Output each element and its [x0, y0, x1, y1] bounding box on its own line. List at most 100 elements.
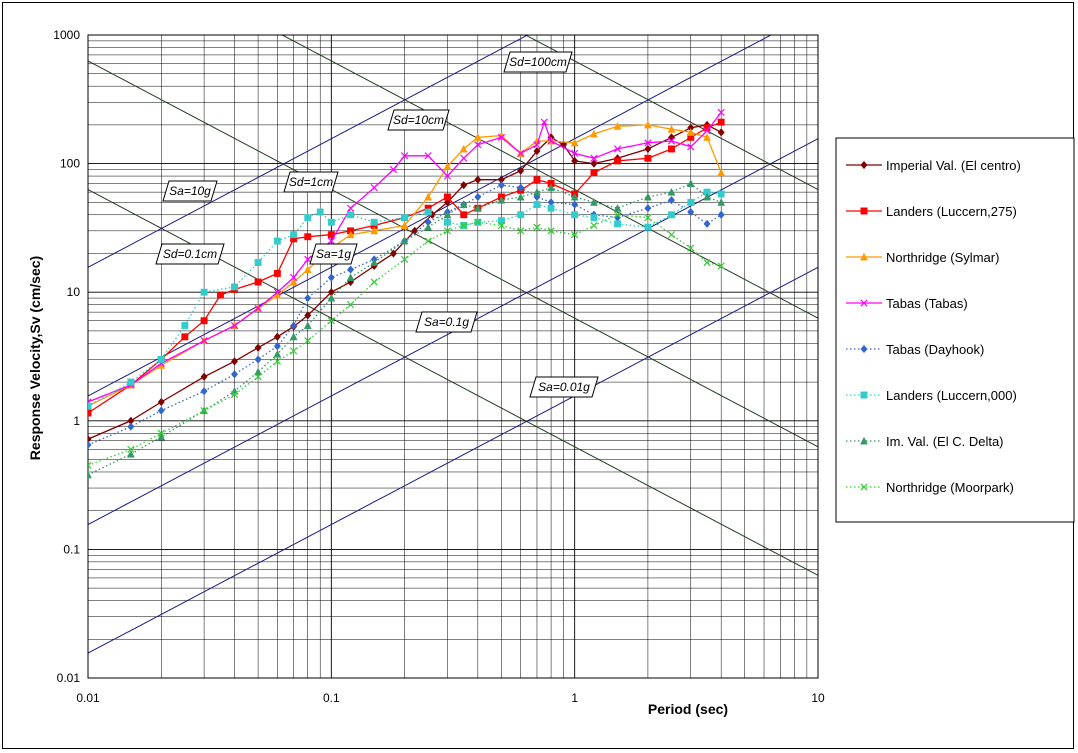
- data-point: [718, 169, 725, 176]
- data-point: [668, 146, 674, 152]
- reference-line-label: Sa=10g: [163, 181, 217, 201]
- reference-line-label: Sd=100cm: [504, 52, 572, 72]
- data-point: [201, 318, 207, 324]
- data-point: [182, 322, 188, 328]
- data-point: [158, 433, 165, 440]
- y-tick-label: 1: [73, 414, 80, 428]
- y-tick-label: 1000: [53, 28, 80, 42]
- data-point: [182, 334, 188, 340]
- data-point: [85, 441, 91, 449]
- data-point: [347, 205, 353, 211]
- data-point: [158, 407, 164, 415]
- y-axis-title: Response Velocity,Sv (cm/sec): [27, 256, 43, 460]
- data-point: [517, 193, 524, 200]
- reference-line-label-text: Sa=1g: [316, 247, 351, 261]
- data-point: [85, 403, 91, 409]
- data-point: [347, 212, 353, 218]
- data-point: [290, 231, 296, 237]
- reference-line-label-text: Sd=1cm: [289, 175, 333, 189]
- reference-line-label: Sd=0.1cm: [156, 244, 224, 264]
- data-point: [591, 214, 597, 220]
- data-point: [591, 222, 597, 228]
- data-point: [534, 201, 540, 207]
- data-point: [274, 333, 280, 341]
- data-point: [548, 205, 554, 211]
- data-point: [231, 358, 237, 366]
- data-point: [274, 270, 280, 276]
- legend-label: Im. Val. (El C. Delta): [886, 434, 1004, 449]
- reference-line-label: Sd=1cm: [284, 172, 338, 192]
- data-point: [718, 119, 724, 125]
- reference-line-label: Sd=10cm: [388, 110, 449, 130]
- reference-line-label-text: Sa=0.01g: [538, 380, 590, 394]
- data-point: [85, 410, 91, 416]
- data-point: [158, 356, 164, 362]
- data-point: [371, 279, 377, 285]
- data-point: [317, 209, 323, 215]
- data-point: [231, 284, 237, 290]
- legend-label: Tabas (Tabas): [886, 296, 968, 311]
- data-point: [231, 370, 237, 378]
- data-point: [255, 279, 261, 285]
- reference-line-label-text: Sa=0.1g: [424, 315, 469, 329]
- x-tick-label: 1: [571, 691, 578, 705]
- data-point: [475, 176, 481, 184]
- sa-reference-line: [88, 0, 818, 267]
- reference-line-label: Sa=0.01g: [530, 377, 598, 397]
- data-point: [201, 387, 207, 395]
- y-tick-label: 0.1: [63, 542, 80, 556]
- data-point: [645, 155, 651, 161]
- data-point: [201, 289, 207, 295]
- data-point: [158, 398, 164, 406]
- legend-box: [836, 138, 1074, 522]
- data-point: [461, 212, 467, 218]
- data-point: [328, 219, 334, 225]
- legend-label: Northridge (Sylmar): [886, 250, 999, 265]
- data-point: [645, 224, 651, 230]
- data-point: [444, 194, 450, 200]
- legend-marker: [861, 208, 867, 214]
- data-point: [255, 344, 261, 352]
- data-point: [371, 219, 377, 225]
- sd-reference-line: [88, 0, 818, 318]
- data-point: [347, 266, 353, 274]
- y-tick-label: 100: [60, 157, 80, 171]
- data-point: [371, 184, 377, 190]
- data-point: [128, 423, 134, 431]
- reference-line-label-text: Sd=0.1cm: [163, 247, 217, 261]
- data-point: [128, 379, 134, 385]
- x-tick-label: 0.1: [323, 691, 340, 705]
- data-point: [401, 214, 407, 220]
- legend-label: Tabas (Dayhook): [886, 342, 984, 357]
- data-point: [534, 176, 540, 182]
- data-point: [718, 211, 724, 219]
- reference-line-label: Sa=0.1g: [416, 312, 477, 332]
- data-point: [498, 181, 504, 189]
- data-point: [591, 169, 597, 175]
- data-point: [718, 191, 724, 197]
- data-point: [425, 209, 431, 215]
- x-axis-title: Period (sec): [648, 701, 728, 717]
- data-point: [217, 292, 223, 298]
- data-point: [571, 212, 577, 218]
- data-point: [461, 155, 467, 161]
- data-point: [668, 231, 674, 237]
- reference-line-label-text: Sd=10cm: [393, 113, 444, 127]
- data-point: [644, 193, 651, 200]
- y-tick-label: 10: [67, 285, 81, 299]
- data-point: [517, 212, 523, 218]
- data-point: [328, 274, 334, 282]
- data-point: [305, 214, 311, 220]
- x-tick-label: 0.01: [76, 691, 100, 705]
- legend-marker: [861, 392, 867, 398]
- data-point: [668, 134, 674, 142]
- data-point: [305, 234, 311, 240]
- reference-line-label-text: Sa=10g: [169, 184, 211, 198]
- data-point: [444, 219, 450, 225]
- data-point: [614, 221, 620, 227]
- legend-label: Imperial Val. (El centro): [886, 158, 1021, 173]
- y-tick-label: 0.01: [57, 671, 81, 685]
- legend: Imperial Val. (El centro)Landers (Luccer…: [836, 138, 1074, 522]
- legend-label: Northridge (Moorpark): [886, 480, 1014, 495]
